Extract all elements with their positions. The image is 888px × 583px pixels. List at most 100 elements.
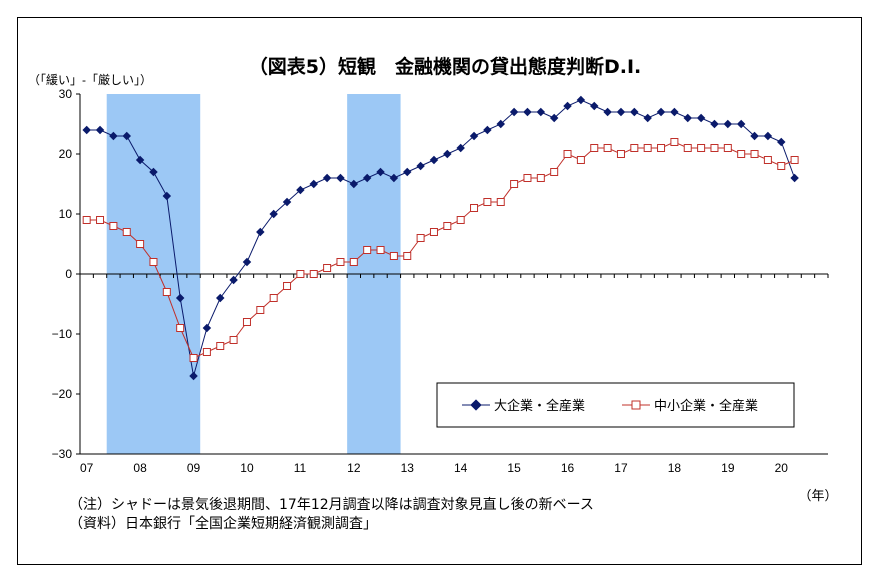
point-small-enterprise [630,144,639,152]
legend-marker-small [631,400,641,410]
point-large-enterprise [483,125,492,135]
point-large-enterprise [175,293,185,303]
y-tick-label: 20 [59,147,73,161]
point-large-enterprise [656,107,666,117]
point-small-enterprise [590,144,599,152]
point-small-enterprise [269,294,278,302]
x-tick-label: 13 [401,461,415,475]
point-large-enterprise [322,173,332,183]
point-small-enterprise [189,354,198,362]
point-small-enterprise [309,270,318,278]
x-tick-label: 14 [454,461,468,475]
x-axis-unit: （年） [798,488,837,503]
point-small-enterprise [416,234,425,242]
point-small-enterprise [149,258,158,266]
point-small-enterprise [576,156,585,164]
legend: 大企業・全産業 中小企業・全産業 [436,382,795,428]
y-tick-label: 10 [59,207,73,221]
point-small-enterprise [750,150,759,158]
point-large-enterprise [670,107,679,117]
point-large-enterprise [763,131,773,141]
legend-label-small: 中小企業・全産業 [654,398,758,414]
point-large-enterprise [189,371,198,381]
chart-title: （図表5）短観 金融機関の貸出態度判断D.I. [249,55,642,78]
point-large-enterprise [269,209,278,219]
point-small-enterprise [363,246,372,254]
point-large-enterprise [336,173,345,183]
legend-marker-large [470,399,482,411]
point-small-enterprise [96,216,105,224]
x-tick-label: 09 [187,461,201,475]
point-small-enterprise [790,156,799,164]
point-small-enterprise [737,150,746,158]
point-large-enterprise [349,179,359,189]
point-small-enterprise [683,144,692,152]
point-small-enterprise [536,174,545,182]
point-small-enterprise [162,288,171,296]
x-tick-label: 20 [775,461,789,475]
point-large-enterprise [536,107,546,117]
point-small-enterprise [136,240,145,248]
point-large-enterprise [362,173,372,183]
point-large-enterprise [122,131,131,141]
x-tick-label: 12 [347,461,361,475]
legend-box [436,382,795,428]
y-tick-label: 0 [65,267,72,281]
point-small-enterprise [523,174,532,182]
x-tick-label: 17 [614,461,628,475]
point-large-enterprise [403,167,412,177]
point-large-enterprise [790,173,799,183]
point-small-enterprise [82,216,91,224]
point-small-enterprise [216,342,225,350]
y-tick-label: −10 [52,327,73,341]
point-small-enterprise [563,150,572,158]
point-large-enterprise [456,143,465,153]
point-small-enterprise [777,162,786,170]
point-large-enterprise [256,227,265,237]
point-small-enterprise [296,270,305,278]
point-small-enterprise [616,150,625,158]
point-large-enterprise [216,293,225,303]
point-large-enterprise [389,173,399,183]
x-tick-label: 10 [240,461,254,475]
point-small-enterprise [283,282,292,290]
point-small-enterprise [323,264,332,272]
point-large-enterprise [95,125,105,135]
point-large-enterprise [376,167,385,177]
point-small-enterprise [443,222,452,230]
point-small-enterprise [550,168,559,176]
point-large-enterprise [710,119,719,129]
point-small-enterprise [643,144,652,152]
point-large-enterprise [296,185,305,195]
point-small-enterprise [429,228,438,236]
point-large-enterprise [523,107,532,117]
point-large-enterprise [416,161,425,171]
point-large-enterprise [229,275,238,285]
point-small-enterprise [603,144,612,152]
point-small-enterprise [256,306,265,314]
x-tick-label: 16 [561,461,575,475]
point-large-enterprise [643,113,652,123]
point-large-enterprise [590,101,599,111]
point-small-enterprise [389,252,398,260]
point-small-enterprise [176,324,185,332]
point-small-enterprise [723,144,732,152]
point-small-enterprise [456,216,465,224]
point-large-enterprise [683,113,692,123]
legend-label-large: 大企業・全産業 [494,398,585,414]
point-large-enterprise [469,131,479,141]
x-tick-label: 19 [721,461,735,475]
point-large-enterprise [135,155,145,165]
point-large-enterprise [202,323,212,333]
point-small-enterprise [470,204,479,212]
point-small-enterprise [202,348,211,356]
point-small-enterprise [710,144,719,152]
y-tick-label: 30 [59,87,73,101]
x-tick-label: 07 [80,461,94,475]
point-large-enterprise [496,119,505,129]
x-tick-label: 08 [133,461,147,475]
point-small-enterprise [349,258,358,266]
point-large-enterprise [282,197,292,207]
point-large-enterprise [616,107,626,117]
